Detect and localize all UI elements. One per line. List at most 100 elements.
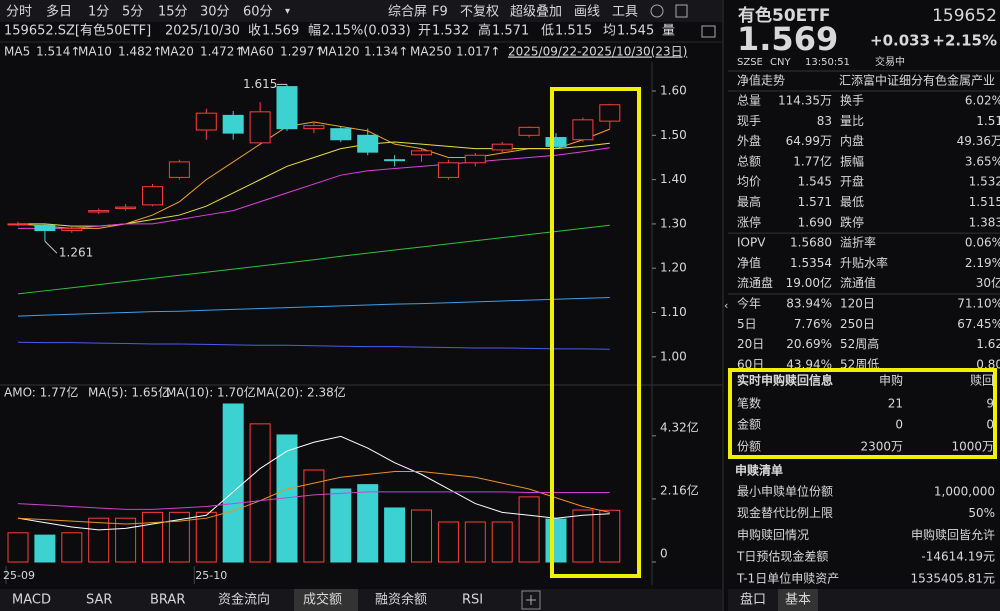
add-tab[interactable] [521,590,541,610]
fund-name: 有色50ETF [738,5,830,26]
stat-label: 最高 [737,194,761,209]
candle-body [142,186,163,206]
stat-label: 溢折率 [840,235,876,250]
stat-value: 1.383 [969,215,1000,229]
candle-body [249,111,271,144]
nav-title[interactable]: 净值走势 [737,73,785,88]
stat-value: 19.00亿 [786,275,832,290]
change: +0.033 [870,32,930,50]
volume-bar [303,469,325,563]
list-label: 现金替代比例上限 [737,505,833,520]
stat-value: 83.94% [786,297,832,311]
period-tab[interactable]: 15分 [158,5,188,20]
ma-line [17,224,610,295]
y-tick-label: 1.40 [660,172,687,186]
stat-label: 量比 [840,114,864,128]
candle-body [88,210,110,213]
candle-body [168,161,190,178]
quote-label: 收 [248,24,261,39]
period-tab[interactable]: 5分 [122,5,143,20]
ma-value: 1.297↑ [280,45,324,59]
ma-value: 1.482↑ [118,45,162,59]
y-tick-label: 1.60 [660,84,687,98]
ma-name: MA120 [318,45,359,59]
stat-value: 20.69% [786,337,832,351]
period-tab[interactable]: 分时 [6,5,32,20]
stat-label: 振幅 [840,153,864,168]
stat-label: 开盘 [840,174,864,189]
redemption-value: 21 [888,397,903,411]
tool-button[interactable]: 画线 [574,5,600,20]
ma-name: MA10 [78,45,112,59]
period-tab[interactable]: 60分 [243,5,273,20]
collapse-icon[interactable]: ‹ [724,299,728,312]
stat-value: 114.35万 [778,94,832,108]
annotation: 1.261 [59,246,93,260]
stat-value: 64.99万 [786,134,832,148]
stat-label: 涨停 [737,214,761,229]
tool-button[interactable]: 不复权 [460,4,499,20]
toolbar-icons: ▾ ‹ [285,4,728,312]
quote-label: 高 [478,23,491,39]
stat-label: 60日 [737,357,764,371]
indicator-tab[interactable]: 资金流向 [218,592,270,608]
indicator-tab[interactable]: RSI [462,593,483,608]
ma-name: MA60 [240,45,274,59]
tabbar-bg [728,589,1000,611]
stat-label: 现手 [737,114,761,128]
stat-value: 71.10% [957,297,1000,311]
period-tab[interactable]: 30分 [200,5,230,20]
tool-button[interactable]: F9 [432,5,448,20]
highlight [550,87,641,578]
candle-body [437,162,459,178]
gear-icon[interactable] [650,4,664,18]
stat-label: 均价 [737,175,761,189]
highlight [728,368,997,459]
ma-value: 1.017↑ [456,45,500,59]
volume-bar [384,507,406,563]
period-tab[interactable]: 1分 [88,5,109,20]
volume-bar [34,534,56,563]
wp-icon[interactable] [701,25,716,38]
list-value: 1,000,000 [934,485,995,499]
tool-button[interactable]: 综合屏 [388,5,427,20]
volume-bar [115,517,137,563]
stat-value: 1.62 [976,337,1000,351]
panel-tab[interactable]: 盘口 [740,592,766,608]
volume-ma-legend: MA(10): 1.70亿 [166,385,256,400]
volume-ma-line [17,491,610,510]
indicator-tab[interactable]: SAR [86,593,112,608]
date-range[interactable]: 2025/09/22-2025/10/30(23日) [508,45,687,59]
candle-body [330,128,352,141]
meta: SZSE [737,57,763,68]
period-tab[interactable]: 多日 [46,4,72,20]
volume-bar [222,403,244,563]
y-tick-label: 0 [660,547,668,561]
ma-name: MA250 [410,45,451,59]
tool-button[interactable]: 超级叠加 [510,5,562,20]
candle-body [357,134,379,153]
indicator-tab[interactable]: BRAR [150,593,185,608]
indicator-tab[interactable]: 融资余额 [375,592,427,608]
tool-button[interactable]: 工具 [612,5,638,20]
redemption-header: 实时申购赎回信息 [737,373,833,388]
y-tick-label: 4.32亿 [660,419,699,434]
stat-label: 5日 [737,317,757,331]
indicator-tab[interactable]: 成交额 [303,592,342,608]
quote-value: 1.569 [262,24,299,39]
stat-value: 0.80 [976,357,1000,371]
y-tick-label: 1.50 [660,128,687,142]
stat-value: 1.5354 [790,256,832,270]
panel-tab[interactable]: 基本 [785,593,811,608]
stat-value: 1.5680 [790,236,832,250]
volume-bar [491,521,513,563]
dropdown-icon[interactable]: ▾ [285,6,290,17]
stat-label: 升贴水率 [840,255,888,270]
indicator-tab[interactable]: MACD [12,593,51,608]
stat-value: 1.515 [969,195,1000,209]
redemption-value: 9 [986,397,994,411]
window-icon[interactable] [675,4,688,18]
stat-value: 2.19% [965,256,1000,270]
candle-body [115,206,137,209]
